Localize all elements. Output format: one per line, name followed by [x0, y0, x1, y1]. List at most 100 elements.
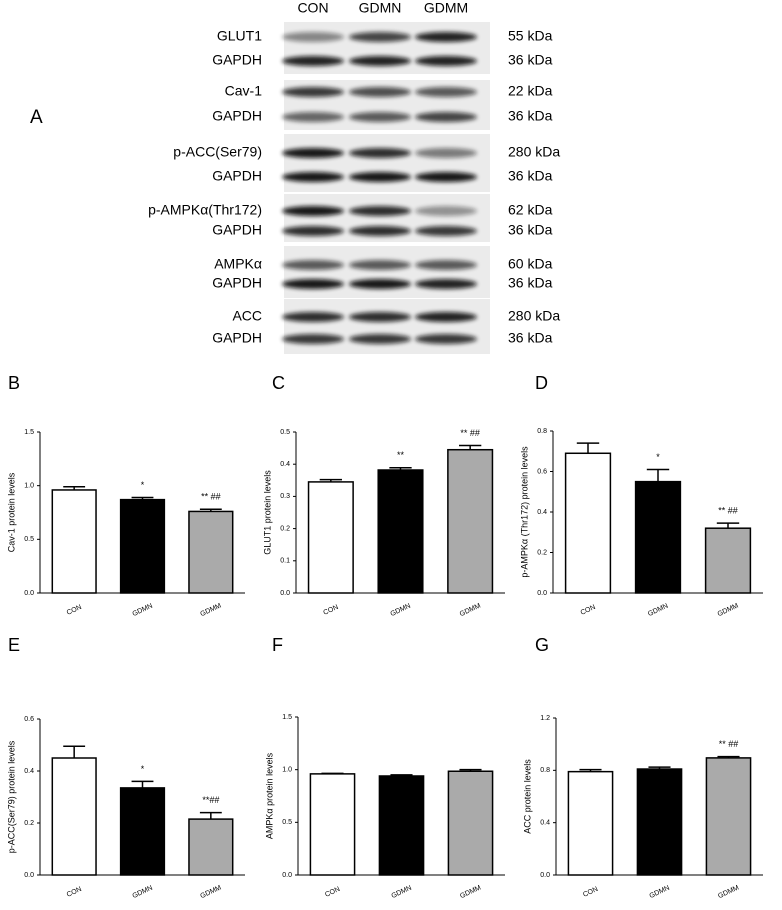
significance-label: ** ##	[201, 492, 221, 502]
band	[349, 172, 411, 182]
band	[415, 334, 477, 344]
band	[282, 206, 344, 216]
bar	[307, 481, 354, 594]
y-tick-label: 0.0	[24, 590, 34, 597]
bar	[51, 757, 97, 876]
y-axis-label: Cav-1 protein levels	[6, 472, 16, 552]
significance-label: *	[656, 452, 660, 462]
significance-label: *	[141, 764, 145, 774]
panel-label: D	[535, 373, 548, 393]
panel-label: C	[272, 373, 285, 393]
band	[415, 148, 477, 158]
x-tick-label: CON	[324, 886, 341, 899]
band	[282, 279, 344, 289]
blot-membrane	[284, 22, 490, 74]
x-tick-label: GDMN	[131, 885, 153, 900]
band	[282, 260, 344, 270]
y-tick-label: 0.4	[24, 768, 34, 775]
x-tick-label: GDMN	[647, 603, 669, 618]
bar	[636, 768, 683, 876]
y-tick-label: 0.8	[540, 767, 550, 774]
blot-size-label: 36 kDa	[508, 330, 553, 346]
blot-size-label: 36 kDa	[508, 168, 553, 184]
significance-label: **##	[202, 795, 219, 805]
band	[349, 226, 411, 236]
y-axis-label: p-AMPKα (Thr172) protein levels	[519, 446, 529, 578]
y-tick-label: 0.4	[280, 461, 290, 468]
bar	[377, 469, 424, 594]
panel-label: A	[30, 107, 43, 128]
y-tick-label: 0.5	[282, 819, 292, 826]
blot-row-label: ACC	[232, 308, 262, 324]
blot-row-label: p-AMPKα(Thr172)	[148, 202, 262, 218]
x-tick-label: GDMN	[389, 603, 411, 618]
x-tick-label: GDMM	[717, 602, 740, 618]
y-tick-label: 0.2	[24, 820, 34, 827]
band	[349, 148, 411, 158]
blot-size-label: 36 kDa	[508, 108, 553, 124]
bar	[119, 498, 166, 594]
band	[349, 112, 411, 122]
y-axis-label: GLUT1 protein levels	[262, 470, 272, 555]
band	[415, 56, 477, 66]
blot-membrane	[284, 134, 490, 192]
blot-membrane	[284, 299, 490, 354]
band	[282, 148, 344, 158]
x-tick-label: CON	[580, 604, 597, 617]
band	[349, 279, 411, 289]
y-tick-label: 0.2	[537, 549, 547, 556]
bar	[188, 818, 234, 876]
blot-row-label: Cav-1	[225, 83, 263, 99]
blot-row-label: GAPDH	[212, 108, 262, 124]
band	[349, 32, 411, 42]
panel-label: F	[272, 635, 283, 655]
band	[349, 334, 411, 344]
significance-label: ** ##	[719, 739, 739, 749]
y-tick-label: 0.0	[280, 590, 290, 597]
significance-label: **	[397, 450, 405, 460]
y-tick-label: 0.1	[280, 558, 290, 565]
band	[349, 87, 411, 97]
band	[415, 87, 477, 97]
band	[282, 112, 344, 122]
blot-row-label: AMPKα	[214, 256, 262, 272]
band	[349, 56, 411, 66]
band	[415, 279, 477, 289]
y-tick-label: 0.5	[24, 536, 34, 543]
blot-size-label: 36 kDa	[508, 222, 553, 238]
bar	[378, 775, 425, 876]
bar	[634, 480, 682, 594]
blot-row-label: GAPDH	[212, 275, 262, 291]
y-tick-label: 0.3	[280, 493, 290, 500]
band	[415, 226, 477, 236]
x-tick-label: GDMM	[199, 602, 222, 618]
y-tick-label: 0.4	[537, 509, 547, 516]
blot-row-label: GAPDH	[212, 168, 262, 184]
significance-label: ** ##	[718, 506, 738, 516]
y-axis-label: AMPKα protein levels	[264, 752, 274, 839]
blot-row-label: GAPDH	[212, 222, 262, 238]
blot-size-label: 55 kDa	[508, 28, 553, 44]
y-tick-label: 1.0	[24, 483, 34, 490]
band	[349, 260, 411, 270]
y-tick-label: 0.4	[540, 820, 550, 827]
y-tick-label: 0.2	[280, 525, 290, 532]
x-tick-label: GDMN	[131, 603, 153, 618]
bar	[704, 527, 752, 594]
blot-size-label: 280 kDa	[508, 308, 560, 324]
y-axis-label: p-ACC(Ser79) protein levels	[6, 740, 16, 853]
band	[282, 312, 344, 322]
panel-label: E	[8, 635, 20, 655]
y-tick-label: 1.5	[282, 714, 292, 721]
x-tick-label: GDMM	[717, 884, 740, 900]
panel-label: G	[535, 635, 549, 655]
y-tick-label: 0.6	[537, 468, 547, 475]
x-tick-label: CON	[66, 886, 83, 899]
lane-label: GDMM	[424, 0, 468, 16]
x-tick-label: CON	[582, 886, 599, 899]
band	[282, 32, 344, 42]
y-tick-label: 0.5	[280, 429, 290, 436]
significance-label: *	[141, 480, 145, 490]
bar	[447, 448, 494, 594]
